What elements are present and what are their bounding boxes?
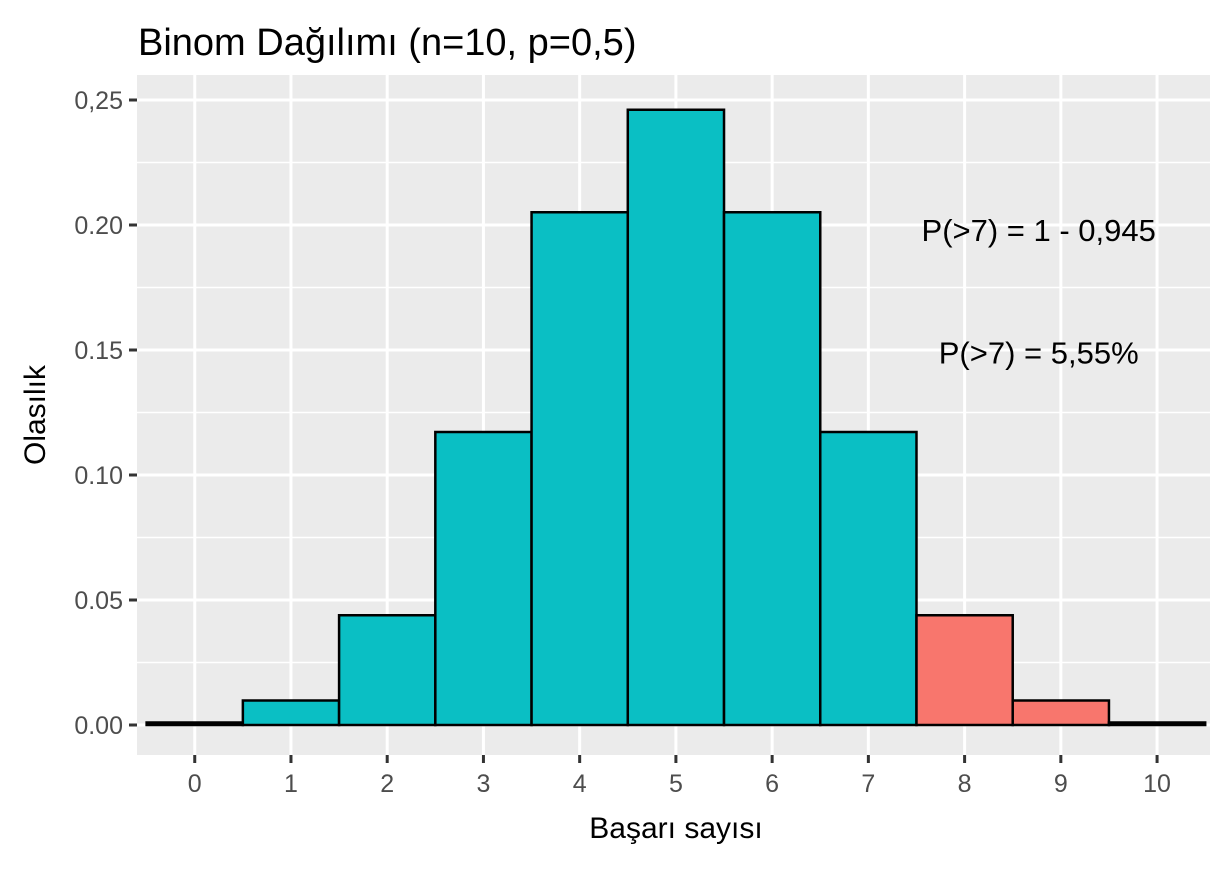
y-tick-label: 0,25 — [74, 87, 123, 115]
x-tick-label: 8 — [958, 770, 972, 798]
y-tick-label: 0.15 — [74, 337, 123, 365]
x-tick-label: 6 — [765, 770, 779, 798]
bar-8 — [915, 614, 1014, 727]
x-tick-label: 10 — [1143, 770, 1171, 798]
bar-5 — [626, 108, 726, 727]
y-tick-label: 0.10 — [74, 462, 123, 490]
x-tick-label: 2 — [380, 770, 394, 798]
chart-title: Binom Dağılımı (n=10, p=0,5) — [138, 22, 636, 64]
annotation-text: P(>7) = 1 - 0,945 — [922, 213, 1156, 248]
y-axis-label: Olasılık — [19, 364, 52, 465]
annotation-text: P(>7) = 5,55% — [939, 336, 1139, 371]
bar-4 — [530, 211, 630, 727]
x-axis-label: Başarı sayısı — [589, 812, 762, 845]
bar-7 — [819, 430, 918, 727]
x-tick-label: 5 — [669, 770, 683, 798]
x-tick-label: 4 — [573, 770, 587, 798]
bars — [145, 108, 1207, 727]
x-tick-label: 0 — [188, 770, 202, 798]
y-tick-label: 0.20 — [74, 212, 123, 240]
x-tick-label: 3 — [476, 770, 490, 798]
bar-6 — [722, 211, 822, 727]
x-tick-label: 7 — [861, 770, 875, 798]
x-tick-label: 1 — [284, 770, 298, 798]
bar-1 — [241, 699, 341, 727]
bar-3 — [434, 430, 533, 727]
axis-ticks: 0.00 0.05 0.10 0.15 0.20 0,25 0 1 2 3 4 5 6 7 8 9 10 — [74, 87, 1171, 798]
y-tick-label: 0.00 — [74, 712, 123, 740]
y-tick-label: 0.05 — [74, 587, 123, 615]
annotations: P(>7) = 1 - 0,945 P(>7) = 5,55% — [922, 213, 1156, 371]
bar-0 — [145, 721, 245, 727]
bar-2 — [337, 614, 437, 727]
x-tick-label: 9 — [1054, 770, 1068, 798]
bar-10 — [1107, 721, 1207, 727]
bar-9 — [1011, 699, 1111, 727]
